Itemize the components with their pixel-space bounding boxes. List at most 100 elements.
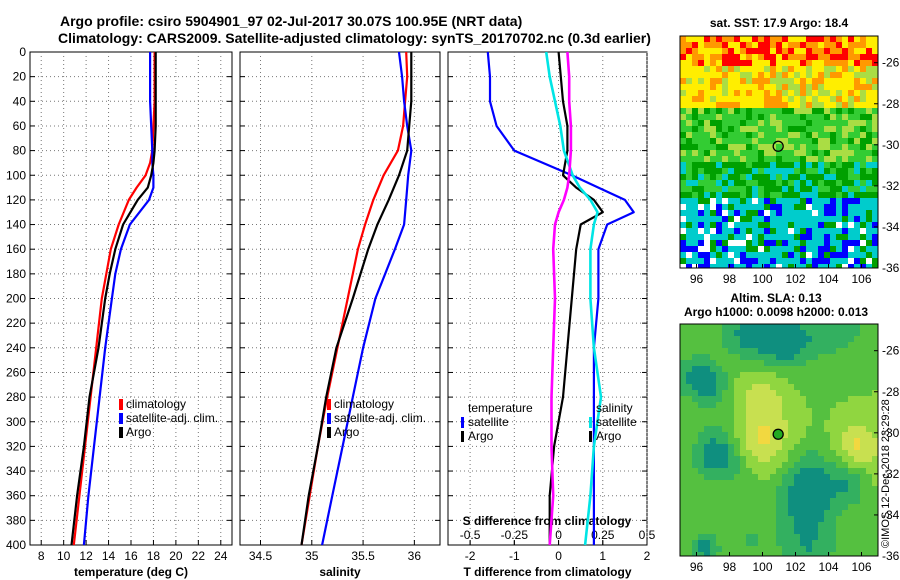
sla-cell [854,354,860,360]
sla-cell [866,360,872,366]
sst-cell [710,216,716,222]
sla-cell [746,498,752,504]
sla-cell [848,510,854,516]
sla-cell [830,342,836,348]
sla-cell [854,492,860,498]
sla-cell [848,336,854,342]
sst-cell [872,114,878,120]
sst-cell [698,48,704,54]
sla-cell [806,546,812,552]
sla-cell [764,444,770,450]
sst-cell [872,168,878,174]
sst-cell [704,192,710,198]
sst-cell [722,78,728,84]
sst-ytick-label: -30 [882,138,900,152]
sst-cell [776,180,782,186]
sst-cell [758,144,764,150]
sst-cell [806,252,812,258]
sla-cell [812,426,818,432]
sst-cell [788,132,794,138]
sst-cell [812,84,818,90]
sla-cell [794,444,800,450]
sst-cell [866,168,872,174]
sla-cell [818,330,824,336]
sst-cell [716,264,722,268]
sst-cell [704,150,710,156]
sst-cell [794,108,800,114]
sla-cell [782,366,788,372]
sst-cell [794,126,800,132]
sla-cell [866,546,872,552]
sla-cell [758,498,764,504]
sla-cell [722,540,728,546]
sst-cell [854,84,860,90]
sla-cell [746,360,752,366]
sla-cell [680,516,686,522]
sst-cell [758,252,764,258]
sst-cell [758,132,764,138]
sst-cell [716,48,722,54]
sla-cell [818,372,824,378]
sla-cell [776,348,782,354]
sla-cell [866,444,872,450]
difference-xtick-label: 1 [599,549,606,563]
sst-cell [776,264,782,268]
sst-cell [722,174,728,180]
difference-legend-label: satellite [596,415,637,429]
sst-cell [710,258,716,264]
sla-cell [800,324,806,330]
sla-cell [872,420,878,426]
sla-cell [824,402,830,408]
sst-cell [842,108,848,114]
sst-cell [692,168,698,174]
sst-cell [872,186,878,192]
sla-cell [692,330,698,336]
sla-cell [770,492,776,498]
sla-cell [728,336,734,342]
sla-cell [860,462,866,468]
sla-cell [698,336,704,342]
sla-cell [776,360,782,366]
sst-cell [686,78,692,84]
sst-cell [848,264,854,268]
sst-cell [782,120,788,126]
sla-cell [722,468,728,474]
sst-cell [698,144,704,150]
sst-cell [818,120,824,126]
sla-cell [704,432,710,438]
sst-cell [836,42,842,48]
sla-cell [758,438,764,444]
sst-cell [746,228,752,234]
sst-cell [842,144,848,150]
sla-cell [710,402,716,408]
sst-cell [830,162,836,168]
sla-cell [758,384,764,390]
sst-cell [746,240,752,246]
sst-cell [710,78,716,84]
sst-cell [710,48,716,54]
sst-cell [812,252,818,258]
sla-cell [716,330,722,336]
sst-cell [722,120,728,126]
sst-cell [800,162,806,168]
sst-cell [800,210,806,216]
sst-cell [842,78,848,84]
sla-cell [686,432,692,438]
sst-cell [752,72,758,78]
sla-cell [818,486,824,492]
sst-cell [734,102,740,108]
sla-cell [800,378,806,384]
sla-cell [698,486,704,492]
sst-cell [758,174,764,180]
sst-cell [782,150,788,156]
sla-cell [866,396,872,402]
sla-cell [704,324,710,330]
sst-cell [704,210,710,216]
sla-cell [704,480,710,486]
sla-cell [794,450,800,456]
sla-cell [752,510,758,516]
sla-cell [860,342,866,348]
sst-cell [794,204,800,210]
sla-cell [866,432,872,438]
sst-cell [710,66,716,72]
